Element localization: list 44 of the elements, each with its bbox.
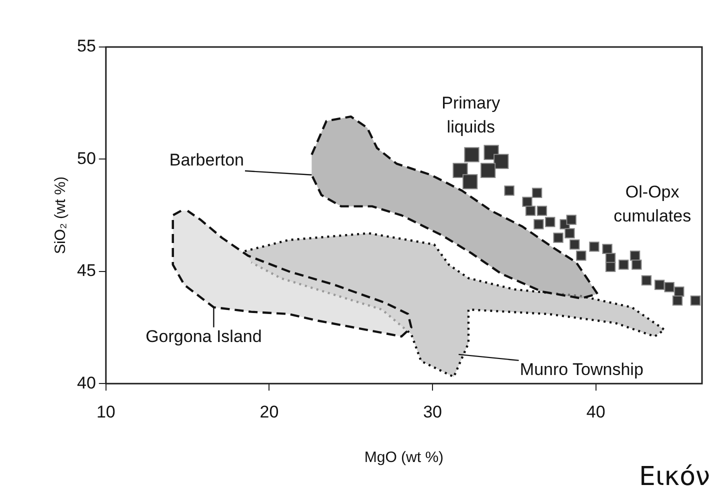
x-tick-label: 30 [423, 402, 442, 422]
y-tick-label: 50 [76, 148, 96, 168]
y-tick-label: 40 [76, 373, 96, 392]
x-tick-label: 20 [260, 402, 279, 422]
point [690, 295, 701, 306]
point [545, 216, 556, 228]
point [576, 250, 586, 261]
point [632, 260, 642, 270]
x-tick-label: 10 [96, 402, 116, 422]
y-tick-label: 45 [76, 261, 96, 280]
point [534, 219, 544, 230]
annotation: Gorgona Island [146, 326, 262, 346]
point [525, 206, 536, 216]
annotation: Barberton [169, 150, 244, 170]
point [641, 275, 652, 286]
point [536, 206, 548, 216]
point [522, 196, 532, 207]
point [570, 239, 580, 250]
point [566, 214, 576, 225]
point [553, 232, 564, 243]
point [452, 162, 468, 178]
point [664, 282, 674, 292]
y-tick-label: 55 [76, 36, 96, 56]
point [504, 186, 514, 196]
point [462, 174, 478, 190]
point [630, 250, 640, 261]
point [654, 280, 665, 290]
annotation: Ol-Opx cumulates [614, 182, 692, 226]
point [564, 228, 575, 238]
point [605, 262, 616, 272]
text: Εικόν [639, 461, 710, 493]
point [602, 244, 612, 254]
point [494, 154, 509, 170]
point [464, 147, 480, 162]
point [480, 162, 496, 178]
annotation: Primary liquids [442, 93, 501, 136]
annotation: Munro Township [520, 360, 644, 380]
point [589, 242, 600, 252]
x-tick-label: 40 [586, 402, 606, 422]
x-axis-title: MgO (wt %) [364, 449, 444, 466]
point [618, 260, 629, 270]
point [532, 188, 542, 198]
y-axis-title: SiO₂ (wt %) [52, 176, 70, 254]
point [672, 295, 683, 306]
